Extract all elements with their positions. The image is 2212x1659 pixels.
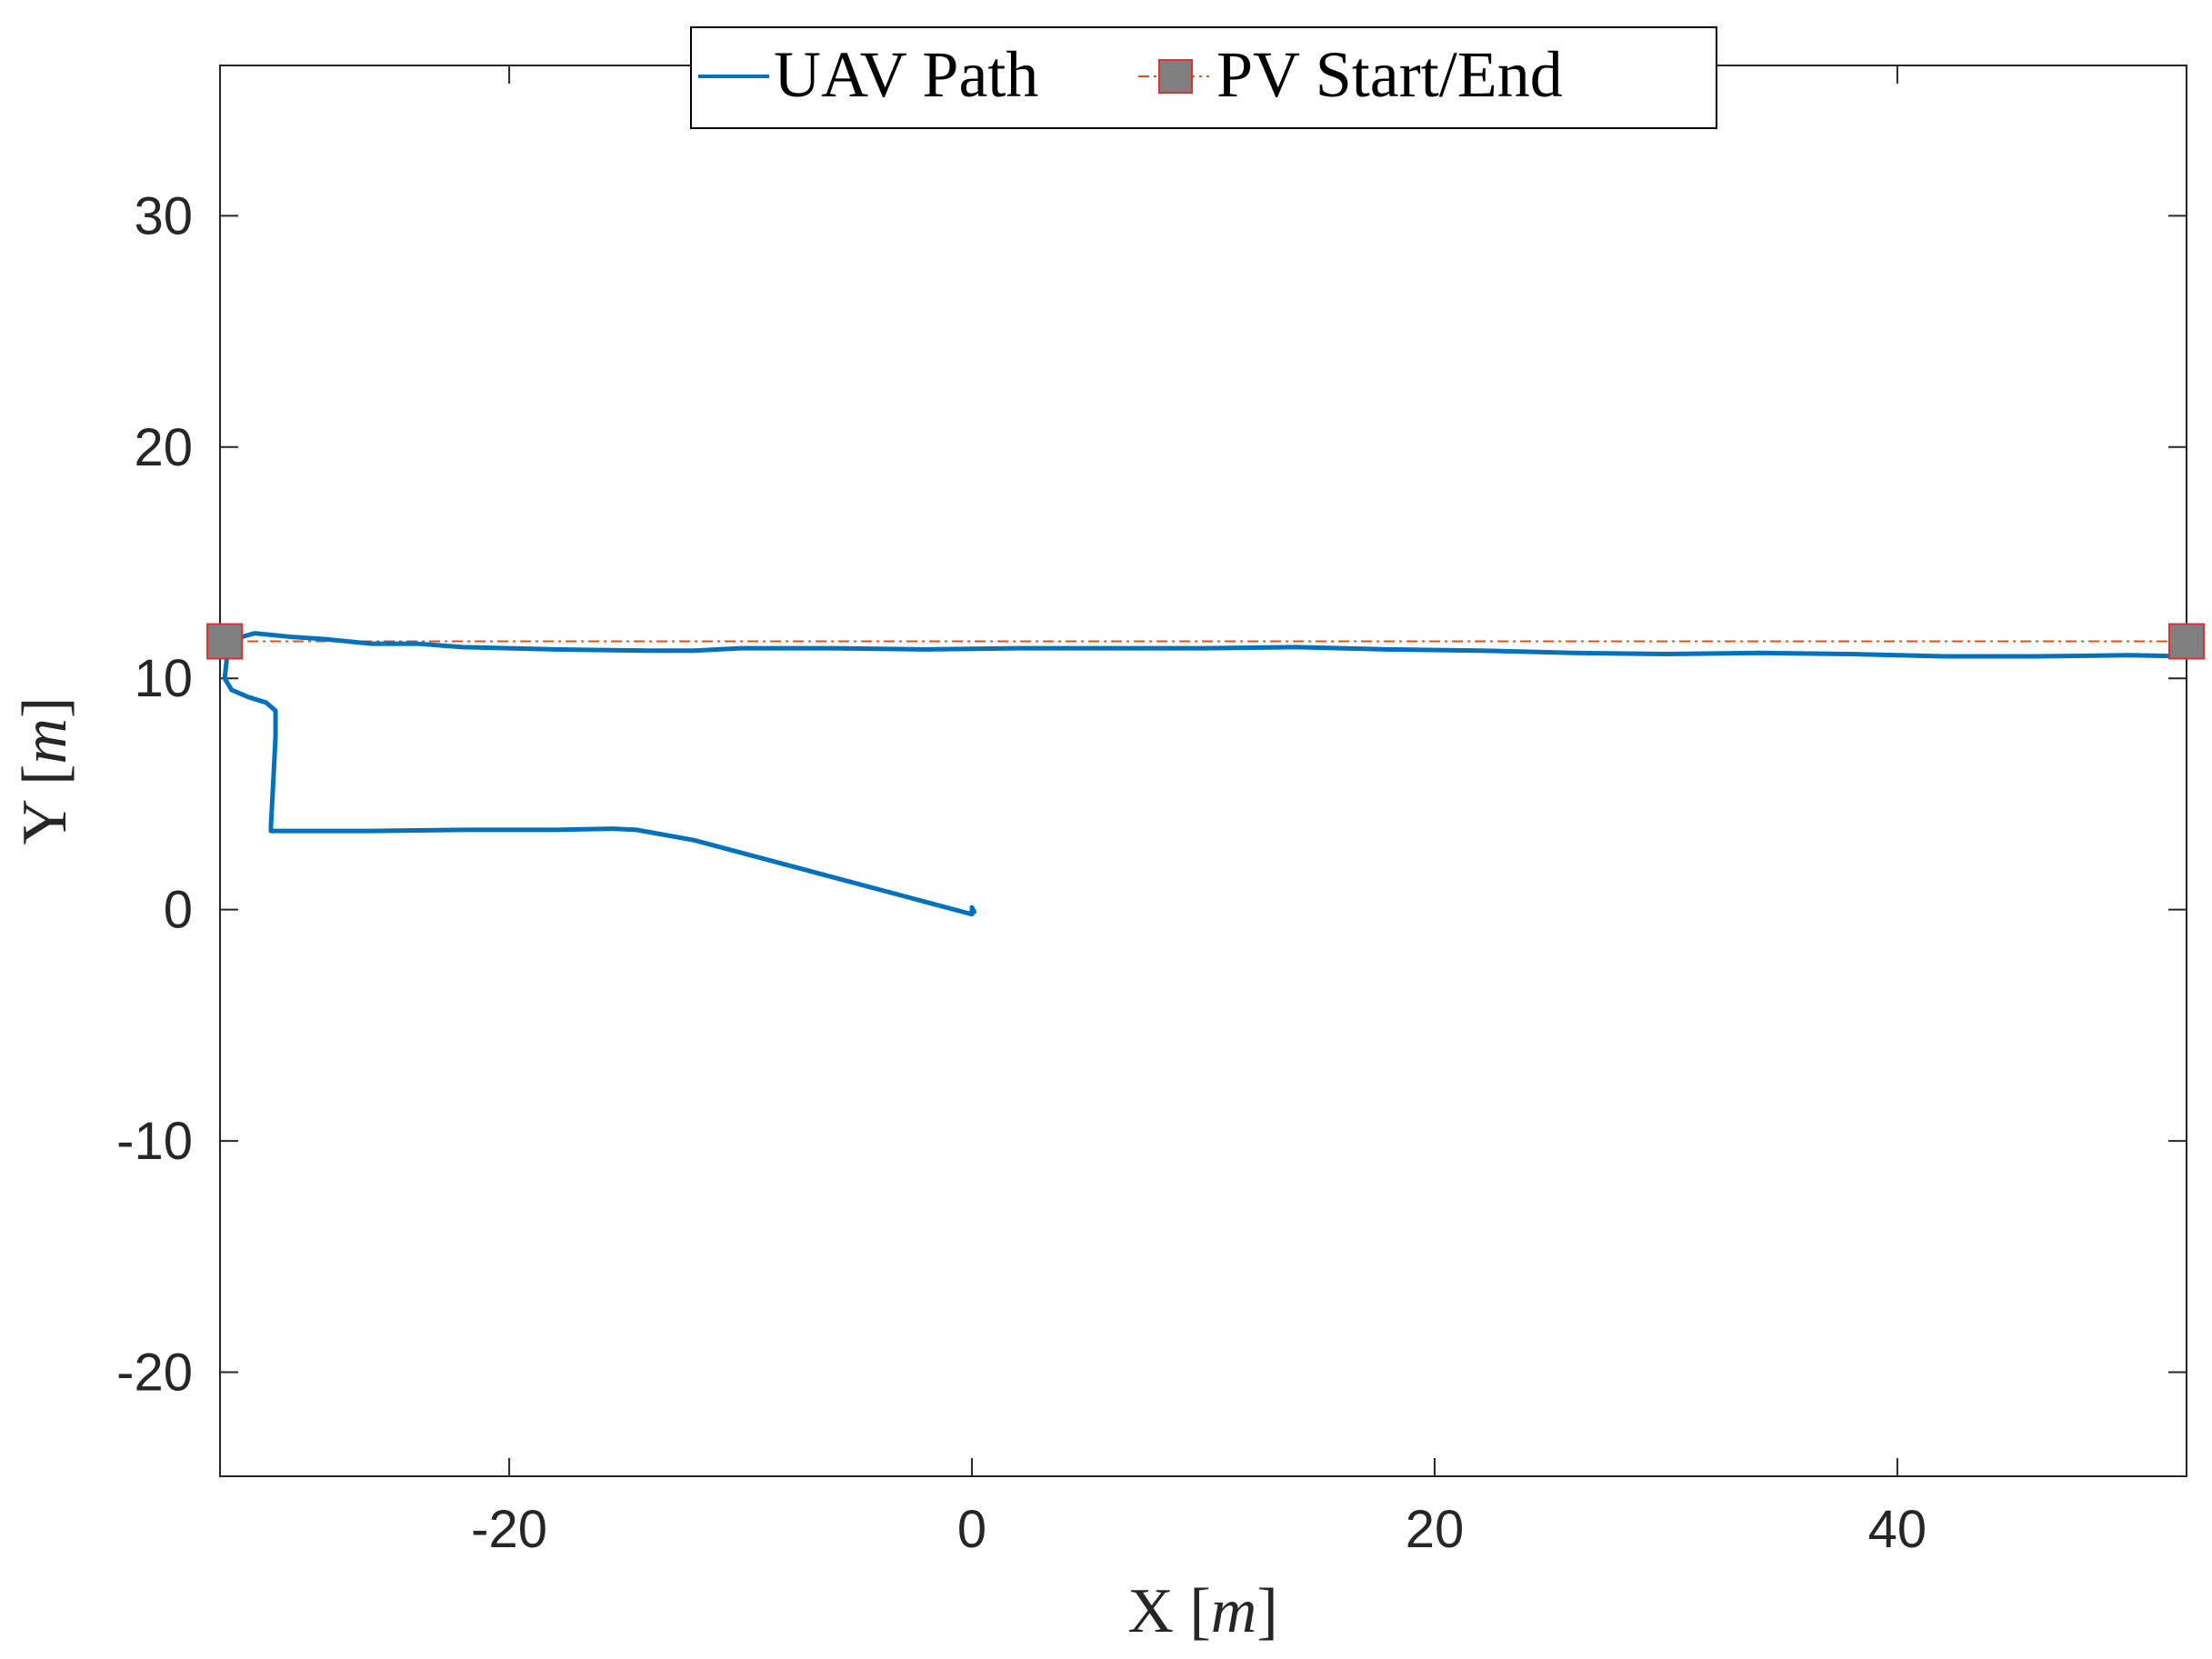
x-tick-label: 0 (957, 1500, 986, 1559)
x-tick-labels: -20 0 20 40 (471, 1500, 1927, 1559)
uav-path-line (222, 631, 2189, 917)
pv-end-marker (2168, 623, 2205, 660)
x-tick-label: -20 (471, 1500, 547, 1559)
legend-box (690, 26, 1717, 129)
x-tick-label: 20 (1406, 1500, 1465, 1559)
legend: UAV Path PV Start/End (690, 26, 1717, 129)
y-tick-labels: -20 -10 0 10 20 30 (116, 186, 193, 1402)
y-tick-label: 30 (134, 186, 193, 245)
y-tick-label: 20 (134, 418, 193, 477)
x-axis-label: X [m] (1127, 1576, 1277, 1646)
y-tick-label: -10 (116, 1112, 193, 1171)
y-tick-label: -20 (116, 1344, 193, 1403)
legend-pv-marker (1158, 59, 1193, 94)
y-tick-label: 10 (134, 649, 193, 708)
series-layer (206, 623, 2205, 917)
x-tick-label: 40 (1868, 1500, 1927, 1559)
plot-area (219, 65, 2187, 1477)
legend-pv-label: PV Start/End (1216, 38, 1563, 111)
y-axis-label: Y [m] (10, 697, 80, 845)
legend-uav-path-label: UAV Path (774, 38, 1038, 111)
pv-start-marker (206, 623, 244, 660)
y-tick-label: 0 (164, 881, 193, 940)
